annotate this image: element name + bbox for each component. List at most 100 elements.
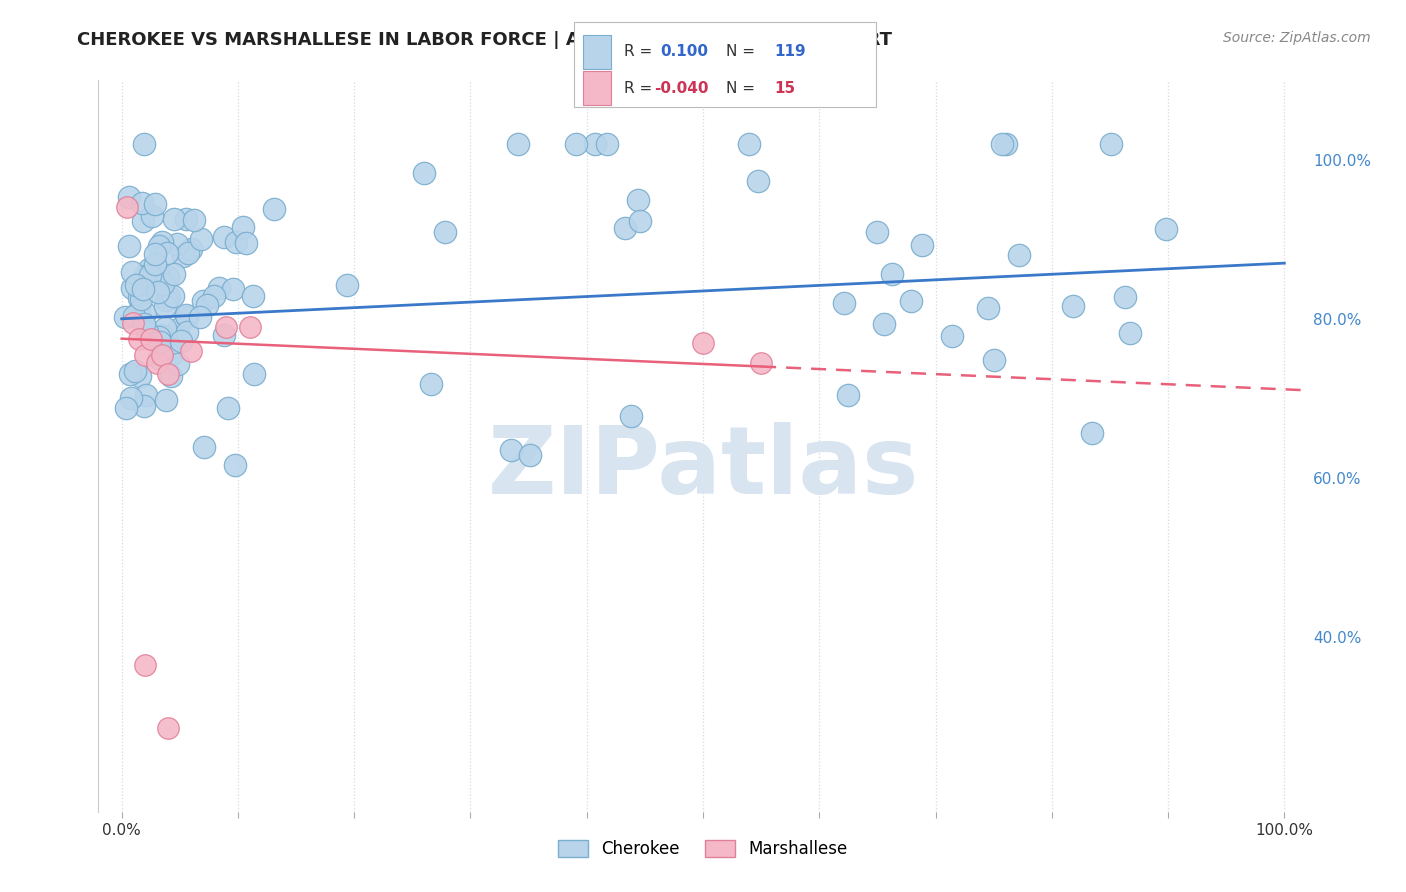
Point xyxy=(139,332,162,346)
Point xyxy=(153,299,176,313)
Point xyxy=(626,193,648,207)
Point xyxy=(132,136,155,151)
Point xyxy=(180,343,202,358)
Point xyxy=(128,303,150,318)
Point xyxy=(124,364,146,378)
Point xyxy=(155,392,177,407)
Point xyxy=(1119,326,1142,340)
Point xyxy=(167,357,190,371)
Point xyxy=(118,190,141,204)
Point xyxy=(122,316,145,330)
Point xyxy=(225,235,247,249)
Point xyxy=(336,278,359,293)
Point xyxy=(519,449,541,463)
Point xyxy=(176,308,198,322)
Point xyxy=(995,136,1018,151)
Point xyxy=(190,232,212,246)
Point xyxy=(413,166,436,180)
Point xyxy=(242,289,264,303)
Point xyxy=(212,328,235,343)
Point xyxy=(620,409,643,423)
Point xyxy=(131,292,153,306)
Point xyxy=(177,246,200,260)
Point xyxy=(235,235,257,250)
Point xyxy=(202,289,225,303)
Text: Source: ZipAtlas.com: Source: ZipAtlas.com xyxy=(1223,31,1371,45)
Point xyxy=(155,293,177,307)
Point xyxy=(243,367,266,381)
Point xyxy=(121,264,143,278)
Point xyxy=(157,721,180,735)
Point xyxy=(134,399,156,413)
Text: ZIPatlas: ZIPatlas xyxy=(488,422,918,514)
Point xyxy=(222,282,245,296)
Point xyxy=(420,376,443,391)
Point xyxy=(208,281,231,295)
Point xyxy=(214,230,236,244)
Point xyxy=(120,367,142,381)
Text: 119: 119 xyxy=(775,45,806,60)
Point xyxy=(148,239,170,253)
Point xyxy=(146,285,169,299)
Point xyxy=(239,319,262,334)
Point xyxy=(195,298,218,312)
Point xyxy=(129,368,152,383)
Point xyxy=(166,237,188,252)
Point xyxy=(837,388,859,402)
Point xyxy=(143,196,166,211)
Text: N =: N = xyxy=(727,81,755,96)
Point xyxy=(160,369,183,384)
Point xyxy=(832,296,855,310)
Point xyxy=(148,351,170,365)
Point xyxy=(738,136,761,151)
Point xyxy=(114,310,136,324)
Point xyxy=(747,174,769,188)
Point xyxy=(134,306,156,320)
Point xyxy=(132,282,155,296)
Point xyxy=(115,401,138,416)
Point xyxy=(1081,425,1104,440)
Point xyxy=(873,317,896,331)
Point xyxy=(132,214,155,228)
Point xyxy=(508,136,530,151)
Point xyxy=(176,325,198,339)
Point xyxy=(146,268,169,283)
Point xyxy=(692,335,714,350)
Point xyxy=(564,136,586,151)
Point xyxy=(217,401,239,415)
Point xyxy=(167,322,190,336)
Point xyxy=(163,267,186,281)
Point xyxy=(977,301,1000,315)
Point xyxy=(749,355,772,369)
Point xyxy=(157,289,180,303)
Text: 15: 15 xyxy=(775,81,796,96)
Point xyxy=(129,311,152,326)
Point xyxy=(180,242,202,256)
Point xyxy=(157,269,180,284)
Point xyxy=(880,267,903,281)
Point xyxy=(193,440,215,454)
Point xyxy=(1114,290,1136,304)
Point xyxy=(153,321,176,335)
Text: -0.040: -0.040 xyxy=(654,81,709,96)
Point xyxy=(1062,299,1084,313)
Point xyxy=(191,293,214,308)
Point xyxy=(152,277,174,291)
Point xyxy=(150,235,173,250)
Text: N =: N = xyxy=(727,45,755,60)
Point xyxy=(162,289,184,303)
Legend: Cherokee, Marshallese: Cherokee, Marshallese xyxy=(558,840,848,858)
Point xyxy=(433,225,456,239)
Point xyxy=(139,268,162,283)
Point xyxy=(163,212,186,227)
Point xyxy=(263,202,285,216)
Point xyxy=(157,368,180,382)
Point xyxy=(134,657,156,672)
Point xyxy=(911,237,934,252)
Point xyxy=(215,319,238,334)
Point xyxy=(128,332,150,346)
Point xyxy=(991,136,1014,151)
Point xyxy=(1008,248,1031,262)
Point xyxy=(134,348,156,362)
Point xyxy=(188,310,211,324)
